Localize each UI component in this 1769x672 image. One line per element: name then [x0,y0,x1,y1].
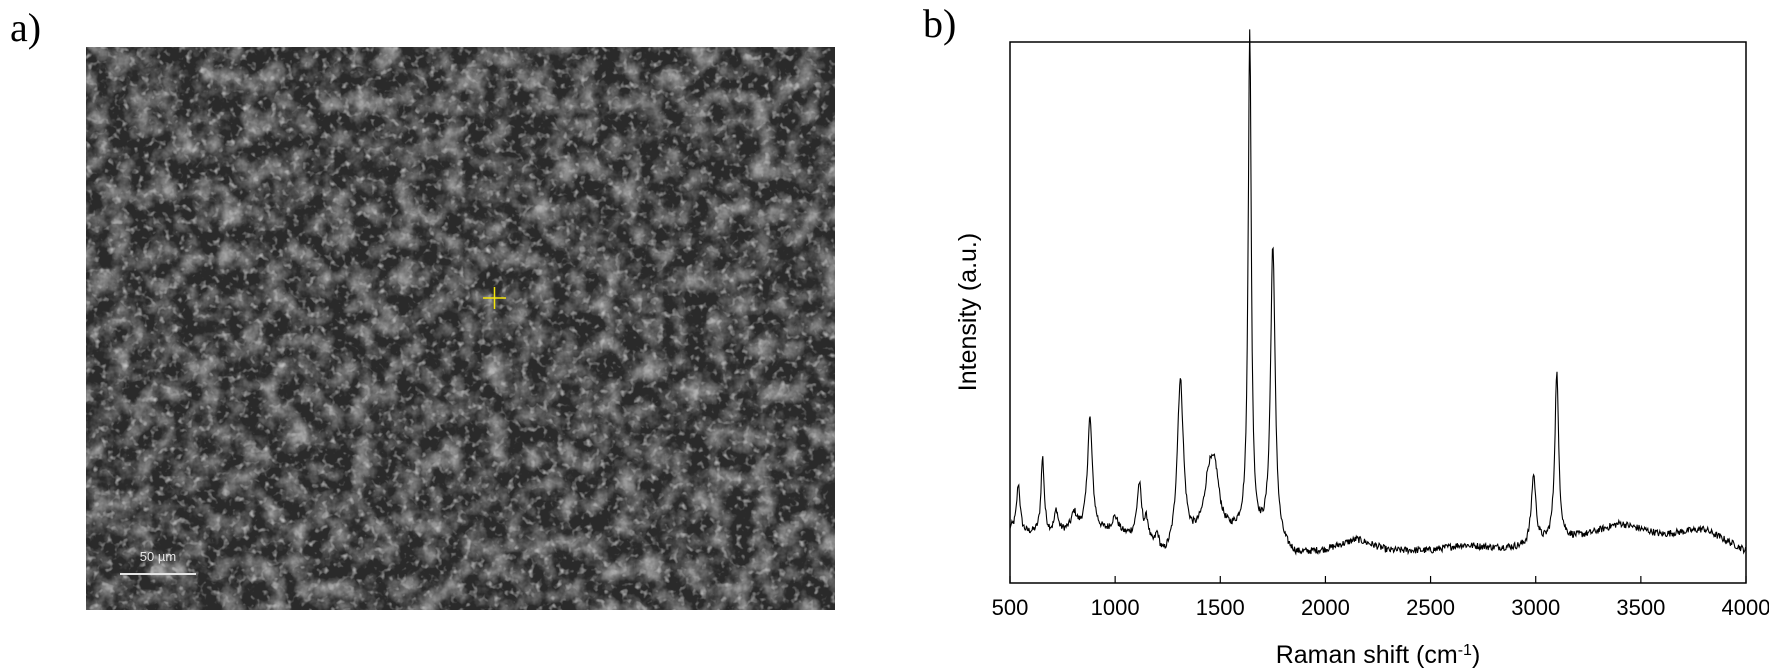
x-tick-label: 2500 [1406,595,1455,620]
x-tick-label: 1500 [1196,595,1245,620]
x-tick-label: 3500 [1616,595,1665,620]
x-tick-label: 2000 [1301,595,1350,620]
crosshair-icon [483,287,506,309]
x-tick-label: 500 [992,595,1029,620]
plot-frame [1009,41,1747,584]
x-tick-label: 4000 [1722,595,1769,620]
panel-b-label: b) [923,1,957,46]
micrograph-image: 50 µm [86,47,835,610]
scale-bar-label: 50 µm [140,549,176,564]
raman-spectrum-chart: 500 1000 1500 2000 2500 3000 3500 4000 Raman sh… [954,29,1769,669]
y-axis-title: Intensity (a.u.) [954,233,982,391]
x-axis-ticks: 500 1000 1500 2000 2500 3000 3500 4000 [992,576,1769,620]
x-axis-title: Raman shift (cm-1) [1276,641,1481,669]
spectrum-series-line [1009,29,1747,556]
x-tick-label: 3000 [1511,595,1560,620]
x-tick-label: 1000 [1091,595,1140,620]
panel-a-label: a) [10,5,42,50]
